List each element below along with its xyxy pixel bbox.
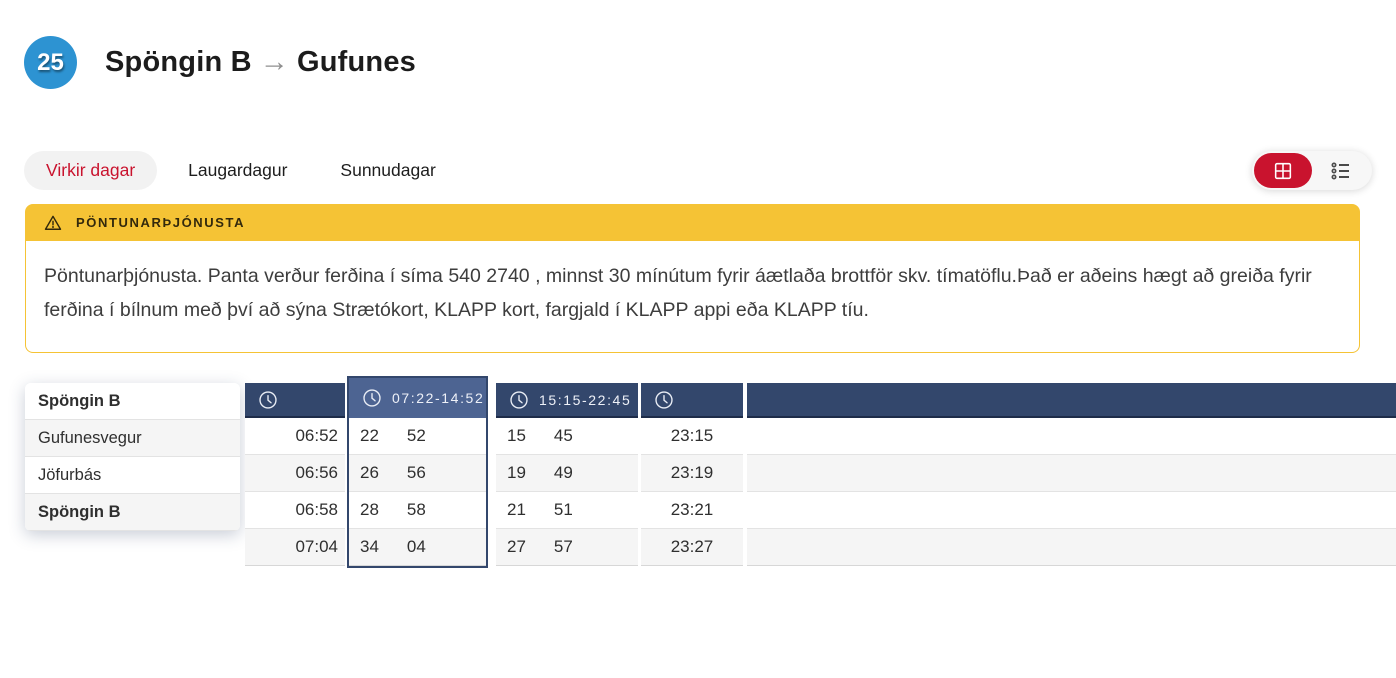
time-cell: 23:19 bbox=[641, 455, 743, 493]
stops-column: Spöngin B Gufunesvegur Jöfurbás Spöngin B bbox=[25, 383, 240, 532]
time-column-selected: 07:22-14:52 22 52 26 56 28 58 34 04 bbox=[347, 376, 488, 569]
time-cell: 06:56 bbox=[245, 455, 345, 493]
departure-minute: 15 bbox=[507, 426, 526, 446]
departure-time: 23:21 bbox=[670, 500, 714, 520]
time-cell: 28 58 bbox=[349, 492, 486, 530]
time-cell: 06:52 bbox=[245, 418, 345, 456]
time-cell: 15 45 bbox=[496, 418, 638, 456]
departure-time: 23:27 bbox=[670, 537, 714, 557]
time-range-label: 15:15-22:45 bbox=[539, 391, 632, 408]
time-column-header[interactable]: 07:22-14:52 bbox=[349, 378, 486, 419]
time-cell: 19 49 bbox=[496, 455, 638, 493]
time-cell: 23:21 bbox=[641, 492, 743, 530]
clock-icon bbox=[653, 389, 675, 411]
stop-row: Jöfurbás bbox=[25, 457, 240, 495]
grid-view-button[interactable] bbox=[1254, 153, 1312, 188]
time-cell: 06:58 bbox=[245, 492, 345, 530]
time-cell bbox=[747, 492, 1396, 530]
clock-icon bbox=[361, 387, 383, 409]
stop-name: Jöfurbás bbox=[38, 465, 102, 484]
stop-name: Spöngin B bbox=[38, 391, 121, 410]
departure-minute: 27 bbox=[507, 537, 526, 557]
list-icon bbox=[1329, 159, 1353, 183]
time-cell: 34 04 bbox=[349, 529, 486, 567]
departure-minute: 19 bbox=[507, 463, 526, 483]
stop-name: Gufunesvegur bbox=[38, 428, 142, 447]
time-cell bbox=[747, 455, 1396, 493]
time-cell: 22 52 bbox=[349, 418, 486, 456]
route-origin: Spöngin B bbox=[105, 46, 252, 78]
departure-minute: 28 bbox=[360, 500, 379, 520]
time-cell: 23:27 bbox=[641, 529, 743, 567]
notice-header: PÖNTUNARÞJÓNUSTA bbox=[25, 204, 1360, 241]
departure-minute: 22 bbox=[360, 426, 379, 446]
grid-icon bbox=[1272, 160, 1294, 182]
tab-virkir-dagar[interactable]: Virkir dagar bbox=[24, 151, 158, 190]
departure-minute: 49 bbox=[553, 463, 573, 483]
booking-notice: PÖNTUNARÞJÓNUSTA Pöntunarþjónusta. Panta… bbox=[25, 204, 1360, 354]
notice-body: Pöntunarþjónusta. Panta verður ferðina í… bbox=[25, 241, 1360, 354]
list-view-button[interactable] bbox=[1312, 153, 1370, 188]
warning-icon bbox=[43, 213, 63, 233]
tabs-row: Virkir dagar Laugardagur Sunnudagar bbox=[24, 151, 1372, 190]
time-cell: 26 56 bbox=[349, 455, 486, 493]
departure-time: 07:04 bbox=[295, 537, 338, 557]
time-column: 15:15-22:45 15 45 19 49 21 51 27 57 bbox=[496, 383, 638, 567]
departure-time: 23:19 bbox=[670, 463, 714, 483]
departure-time: 06:56 bbox=[295, 463, 338, 483]
departure-time: 06:58 bbox=[295, 500, 338, 520]
view-toggle bbox=[1252, 151, 1372, 190]
time-column: 23:15 23:19 23:21 23:27 bbox=[641, 383, 743, 567]
route-number-badge: 25 bbox=[24, 36, 77, 89]
time-cell: 07:04 bbox=[245, 529, 345, 567]
departure-minute: 56 bbox=[406, 463, 426, 483]
departure-time: 23:15 bbox=[670, 426, 714, 446]
departure-minute: 21 bbox=[507, 500, 526, 520]
time-column-header[interactable] bbox=[641, 383, 743, 419]
day-tabs: Virkir dagar Laugardagur Sunnudagar bbox=[24, 151, 467, 190]
departure-minute: 34 bbox=[360, 537, 379, 557]
clock-icon bbox=[257, 389, 279, 411]
clock-icon bbox=[508, 389, 530, 411]
time-column: 06:52 06:56 06:58 07:04 bbox=[245, 383, 345, 567]
stop-row: Spöngin B bbox=[25, 494, 240, 532]
route-header: 25 Spöngin B → Gufunes bbox=[24, 36, 1396, 89]
page-title: Spöngin B → Gufunes bbox=[105, 46, 416, 79]
notice-title: PÖNTUNARÞJÓNUSTA bbox=[76, 215, 246, 230]
departure-minute: 04 bbox=[406, 537, 426, 557]
time-cell: 21 51 bbox=[496, 492, 638, 530]
time-range-label: 07:22-14:52 bbox=[392, 390, 485, 407]
tab-sunnudagar[interactable]: Sunnudagar bbox=[318, 151, 457, 190]
tab-laugardagur[interactable]: Laugardagur bbox=[166, 151, 309, 190]
time-cell bbox=[747, 418, 1396, 456]
time-column-header bbox=[747, 383, 1396, 419]
time-cell: 23:15 bbox=[641, 418, 743, 456]
route-arrow-icon: → bbox=[259, 46, 289, 78]
stop-row: Spöngin B bbox=[25, 383, 240, 421]
time-column bbox=[747, 383, 1396, 567]
departure-minute: 57 bbox=[553, 537, 573, 557]
time-cell bbox=[747, 529, 1396, 567]
time-column-header[interactable] bbox=[245, 383, 345, 419]
departure-minute: 45 bbox=[553, 426, 573, 446]
departure-time: 06:52 bbox=[295, 426, 338, 446]
departure-minute: 51 bbox=[553, 500, 573, 520]
departure-minute: 52 bbox=[406, 426, 426, 446]
stop-name: Spöngin B bbox=[38, 502, 121, 521]
route-destination: Gufunes bbox=[296, 46, 416, 78]
departure-minute: 58 bbox=[406, 500, 426, 520]
time-cell: 27 57 bbox=[496, 529, 638, 567]
time-column-header[interactable]: 15:15-22:45 bbox=[496, 383, 638, 419]
departure-minute: 26 bbox=[360, 463, 379, 483]
stop-row: Gufunesvegur bbox=[25, 420, 240, 458]
timetable: Spöngin B Gufunesvegur Jöfurbás Spöngin B 06… bbox=[0, 376, 1396, 569]
